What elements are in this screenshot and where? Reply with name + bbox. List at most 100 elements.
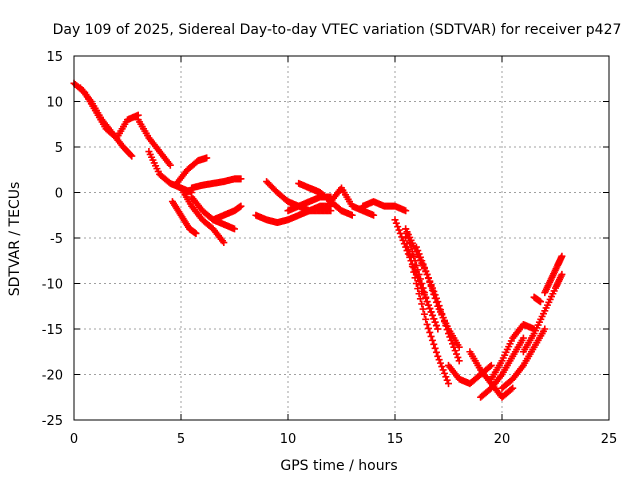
data-point <box>394 223 402 231</box>
data-point <box>403 229 411 237</box>
data-point <box>431 344 439 352</box>
data-point <box>407 257 415 265</box>
data-point <box>410 252 418 260</box>
data-point <box>432 348 440 356</box>
data-point <box>416 275 424 283</box>
data-point <box>391 216 399 224</box>
data-point <box>428 311 436 319</box>
data-point <box>403 240 411 248</box>
data-point <box>558 270 566 278</box>
data-point <box>416 253 424 261</box>
data-point <box>440 369 448 377</box>
data-point <box>412 261 420 269</box>
tick-labels: 0 5 10 15 20 25 -25 -20 -15 -10 -5 0 5 10 15 <box>42 50 618 447</box>
y-tick-label: -20 <box>42 369 63 384</box>
y-axis-title: SDTVAR / TECUs <box>7 182 23 297</box>
series-arc-30 <box>530 293 545 306</box>
data-point <box>192 229 200 237</box>
data-point <box>420 289 428 297</box>
data-point <box>424 301 432 309</box>
y-tick-label: -15 <box>42 323 63 338</box>
y-tick-label: 15 <box>46 50 63 65</box>
data-point <box>415 250 423 258</box>
data-point <box>430 290 438 298</box>
data-point <box>127 151 135 159</box>
x-tick-label: 10 <box>280 432 297 447</box>
data-point <box>415 290 423 298</box>
series-arc-9 <box>188 175 245 192</box>
data-points <box>70 79 566 401</box>
y-tick-label: -5 <box>50 232 63 247</box>
data-point <box>428 336 436 344</box>
axis-ticks <box>73 55 610 421</box>
chart-title: Day 109 of 2025, Sidereal Day-to-day VTE… <box>53 22 622 38</box>
y-tick-label: 10 <box>46 96 63 111</box>
data-point <box>432 298 440 306</box>
series-arc-5 <box>173 154 211 187</box>
data-point <box>415 270 423 278</box>
y-tick-label: -10 <box>42 278 63 293</box>
data-point <box>427 308 435 316</box>
data-point <box>427 332 435 340</box>
data-point <box>519 334 527 342</box>
data-point <box>406 251 414 259</box>
x-tick-label: 5 <box>177 432 185 447</box>
data-point <box>455 357 463 365</box>
data-point <box>395 226 403 234</box>
data-point <box>426 278 434 286</box>
series-arc-6 <box>168 198 200 237</box>
data-point <box>431 294 439 302</box>
data-point <box>537 298 545 306</box>
data-point <box>423 270 431 278</box>
data-point <box>422 267 430 275</box>
data-point <box>419 305 427 313</box>
data-point <box>486 363 494 371</box>
y-tick-label: 5 <box>55 141 63 156</box>
data-point <box>392 219 400 227</box>
data-point <box>426 305 434 313</box>
data-point <box>410 268 418 276</box>
x-tick-label: 20 <box>494 432 511 447</box>
data-point <box>541 325 549 333</box>
series-arc-12 <box>263 178 335 215</box>
data-point <box>237 175 245 183</box>
data-point <box>455 343 463 351</box>
series-arc-22 <box>402 234 452 388</box>
data-point <box>411 274 419 282</box>
data-point <box>370 211 378 219</box>
series-arc-27 <box>498 325 549 392</box>
data-point <box>402 234 410 242</box>
data-point <box>427 282 435 290</box>
series-arc-29 <box>541 252 566 297</box>
data-point <box>414 266 422 274</box>
data-point <box>487 361 495 369</box>
y-tick-label: -25 <box>42 414 63 429</box>
data-point <box>436 359 444 367</box>
data-point <box>420 310 428 318</box>
data-point <box>327 207 335 215</box>
series-arc-15 <box>305 184 356 219</box>
data-point <box>431 318 439 326</box>
series-arc-16 <box>327 184 378 219</box>
data-point <box>237 202 245 210</box>
data-point <box>426 328 434 336</box>
data-point <box>418 257 426 265</box>
data-point <box>128 152 136 160</box>
series-arc-2 <box>76 84 136 160</box>
data-point <box>404 245 412 253</box>
x-axis-title: GPS time / hours <box>280 458 397 474</box>
grid <box>74 56 609 420</box>
data-point <box>439 366 447 374</box>
data-point <box>414 285 422 293</box>
data-point <box>220 239 228 247</box>
data-point <box>430 340 438 348</box>
data-point <box>166 161 174 169</box>
series-arc-10 <box>209 202 245 224</box>
data-point <box>402 207 410 215</box>
data-point <box>408 262 416 270</box>
data-point <box>419 260 427 268</box>
x-tick-label: 15 <box>387 432 404 447</box>
series-arc-21 <box>402 225 442 333</box>
data-point <box>435 356 443 364</box>
data-point <box>424 324 432 332</box>
